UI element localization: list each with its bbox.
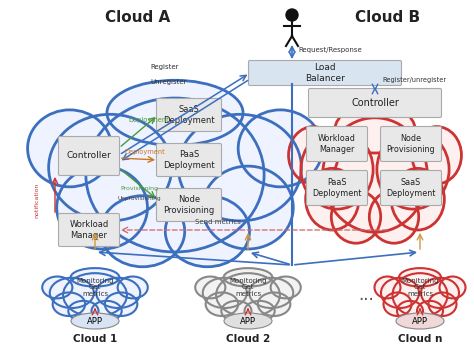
FancyBboxPatch shape [381, 170, 441, 206]
Text: APP: APP [240, 316, 256, 326]
Ellipse shape [399, 268, 441, 287]
Ellipse shape [224, 313, 272, 329]
Text: APP: APP [412, 316, 428, 326]
FancyBboxPatch shape [248, 61, 401, 86]
Ellipse shape [100, 196, 185, 267]
FancyBboxPatch shape [156, 189, 221, 221]
Ellipse shape [49, 114, 172, 221]
Ellipse shape [107, 80, 243, 145]
Text: Workload
Manager: Workload Manager [318, 134, 356, 154]
Ellipse shape [306, 168, 359, 230]
Ellipse shape [195, 277, 225, 298]
Text: Controller: Controller [67, 151, 111, 161]
Ellipse shape [178, 114, 301, 221]
Ellipse shape [392, 273, 447, 317]
Text: notification: notification [34, 182, 39, 218]
Text: PaaS
Deployment: PaaS Deployment [312, 178, 362, 198]
Text: Load
Balancer: Load Balancer [305, 63, 345, 83]
Text: Node
Provisioning: Node Provisioning [387, 134, 435, 154]
FancyBboxPatch shape [307, 126, 367, 162]
Ellipse shape [396, 313, 444, 329]
FancyBboxPatch shape [58, 214, 119, 246]
Text: Monitoring
Get
metrics: Monitoring Get metrics [229, 277, 267, 296]
Text: Send metrics: Send metrics [195, 219, 241, 225]
Ellipse shape [53, 293, 85, 316]
Text: APP: APP [87, 316, 103, 326]
Ellipse shape [71, 313, 119, 329]
Text: Cloud 2: Cloud 2 [226, 334, 270, 344]
FancyBboxPatch shape [381, 126, 441, 162]
Text: SaaS
Deployment: SaaS Deployment [386, 178, 436, 198]
Ellipse shape [42, 277, 73, 298]
Text: ...: ... [358, 286, 374, 304]
Ellipse shape [258, 293, 291, 316]
FancyBboxPatch shape [309, 88, 441, 118]
Text: Deployment: Deployment [124, 149, 165, 155]
Text: Provisioning: Provisioning [120, 186, 158, 191]
Text: Cloud B: Cloud B [355, 10, 420, 25]
FancyBboxPatch shape [156, 99, 221, 132]
Text: Controller: Controller [351, 98, 399, 108]
Ellipse shape [206, 293, 238, 316]
Ellipse shape [323, 118, 427, 232]
Ellipse shape [249, 278, 293, 308]
Ellipse shape [63, 273, 127, 317]
Ellipse shape [377, 130, 449, 209]
Text: SaaS
Deployment: SaaS Deployment [163, 105, 215, 125]
Ellipse shape [335, 105, 415, 153]
Text: Cloud 1: Cloud 1 [73, 334, 117, 344]
Text: Cloud n: Cloud n [398, 334, 442, 344]
Text: Monitoring
Get
metrics: Monitoring Get metrics [76, 277, 114, 296]
Ellipse shape [91, 301, 122, 321]
FancyBboxPatch shape [58, 137, 119, 176]
Ellipse shape [271, 277, 301, 298]
Ellipse shape [289, 127, 338, 184]
Text: PaaS
Deployment: PaaS Deployment [163, 150, 215, 170]
Text: Unprovisioning: Unprovisioning [118, 196, 162, 201]
Ellipse shape [27, 110, 112, 187]
Ellipse shape [331, 190, 381, 243]
Ellipse shape [221, 301, 252, 321]
Ellipse shape [224, 268, 273, 287]
Text: Cloud A: Cloud A [105, 10, 170, 25]
Ellipse shape [96, 278, 140, 308]
Text: Deployment: Deployment [128, 117, 169, 123]
FancyBboxPatch shape [307, 170, 367, 206]
Circle shape [286, 9, 298, 21]
Ellipse shape [369, 190, 419, 243]
Ellipse shape [118, 277, 148, 298]
Ellipse shape [202, 166, 293, 249]
Ellipse shape [381, 278, 419, 308]
Ellipse shape [203, 278, 247, 308]
Ellipse shape [165, 196, 249, 267]
Ellipse shape [421, 278, 459, 308]
Ellipse shape [71, 268, 119, 287]
Ellipse shape [374, 277, 401, 298]
Ellipse shape [383, 293, 411, 316]
Text: Workload
Manager: Workload Manager [69, 220, 109, 240]
Ellipse shape [238, 110, 322, 187]
Ellipse shape [397, 301, 423, 321]
Ellipse shape [391, 168, 444, 230]
Ellipse shape [216, 273, 280, 317]
FancyBboxPatch shape [156, 144, 221, 176]
Ellipse shape [68, 301, 99, 321]
Ellipse shape [439, 277, 465, 298]
Text: Node
Provisioning: Node Provisioning [164, 195, 215, 215]
Text: Monitoring
Get
metrics: Monitoring Get metrics [401, 277, 439, 296]
Ellipse shape [417, 301, 443, 321]
Ellipse shape [301, 130, 373, 209]
Ellipse shape [57, 166, 147, 249]
Ellipse shape [105, 293, 137, 316]
Ellipse shape [412, 127, 462, 184]
Text: Register: Register [150, 64, 179, 70]
Text: Unregister: Unregister [150, 79, 186, 85]
Text: Register/unregister: Register/unregister [382, 77, 446, 83]
Ellipse shape [86, 98, 264, 252]
Ellipse shape [245, 301, 274, 321]
Ellipse shape [428, 293, 456, 316]
Ellipse shape [50, 278, 94, 308]
Text: Request/Response: Request/Response [298, 47, 362, 53]
